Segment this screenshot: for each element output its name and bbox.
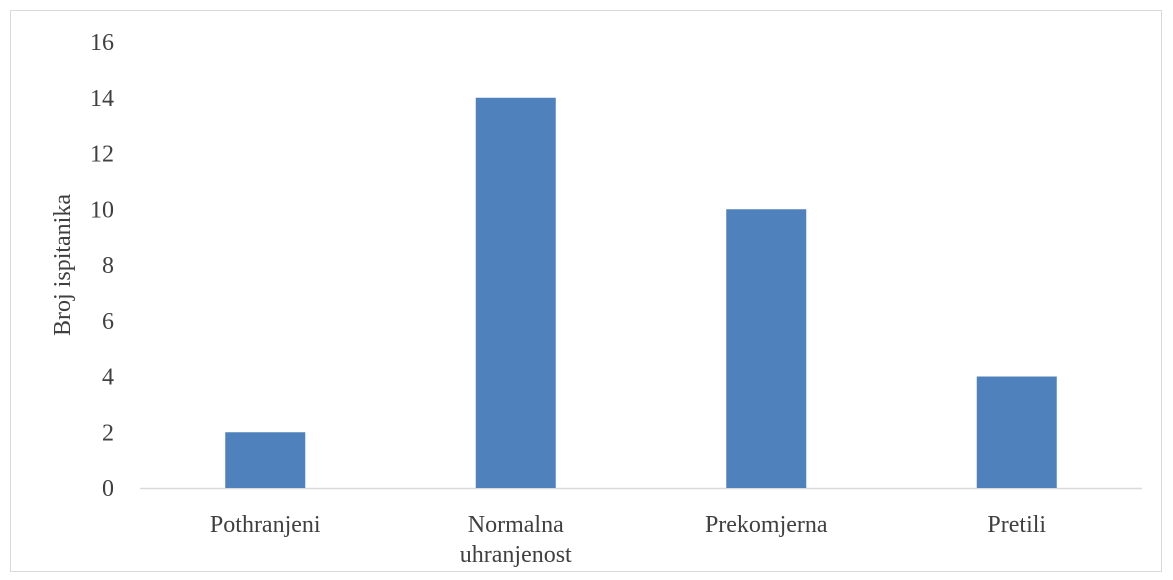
bar xyxy=(976,376,1057,488)
y-axis-ticks: 0 2 4 6 8 10 12 14 16 xyxy=(90,30,114,502)
chart-frame xyxy=(10,10,1162,572)
x-tick-label: Prekomjerna xyxy=(705,512,828,538)
x-tick-label-line: Prekomjerna xyxy=(705,512,828,538)
x-tick-label: Pretili xyxy=(987,512,1046,538)
bar xyxy=(726,209,807,488)
y-tick-label: 16 xyxy=(90,30,114,56)
y-axis-title: Broj ispitanika xyxy=(50,194,76,336)
y-tick-label: 6 xyxy=(102,309,114,335)
y-tick-label: 10 xyxy=(90,197,114,223)
x-axis-labels: Pothranjeni Normalna uhranjenost Prekomjern… xyxy=(210,512,1046,568)
y-tick-label: 12 xyxy=(90,142,114,168)
y-tick-label: 14 xyxy=(90,86,114,112)
x-tick-label-line: Pretili xyxy=(987,512,1046,538)
x-tick-label-line: Normalna xyxy=(468,512,564,538)
x-tick-label: Normalna uhranjenost xyxy=(460,512,572,568)
x-tick-label: Pothranjeni xyxy=(210,512,321,538)
x-tick-label-line: uhranjenost xyxy=(460,542,572,568)
y-tick-label: 4 xyxy=(102,365,114,391)
x-tick-label-line: Pothranjeni xyxy=(210,512,321,538)
bar xyxy=(475,97,556,488)
y-tick-label: 8 xyxy=(102,253,114,279)
y-tick-label: 0 xyxy=(102,476,114,502)
bars xyxy=(225,97,1057,488)
bar xyxy=(225,432,306,488)
y-tick-label: 2 xyxy=(102,420,114,446)
